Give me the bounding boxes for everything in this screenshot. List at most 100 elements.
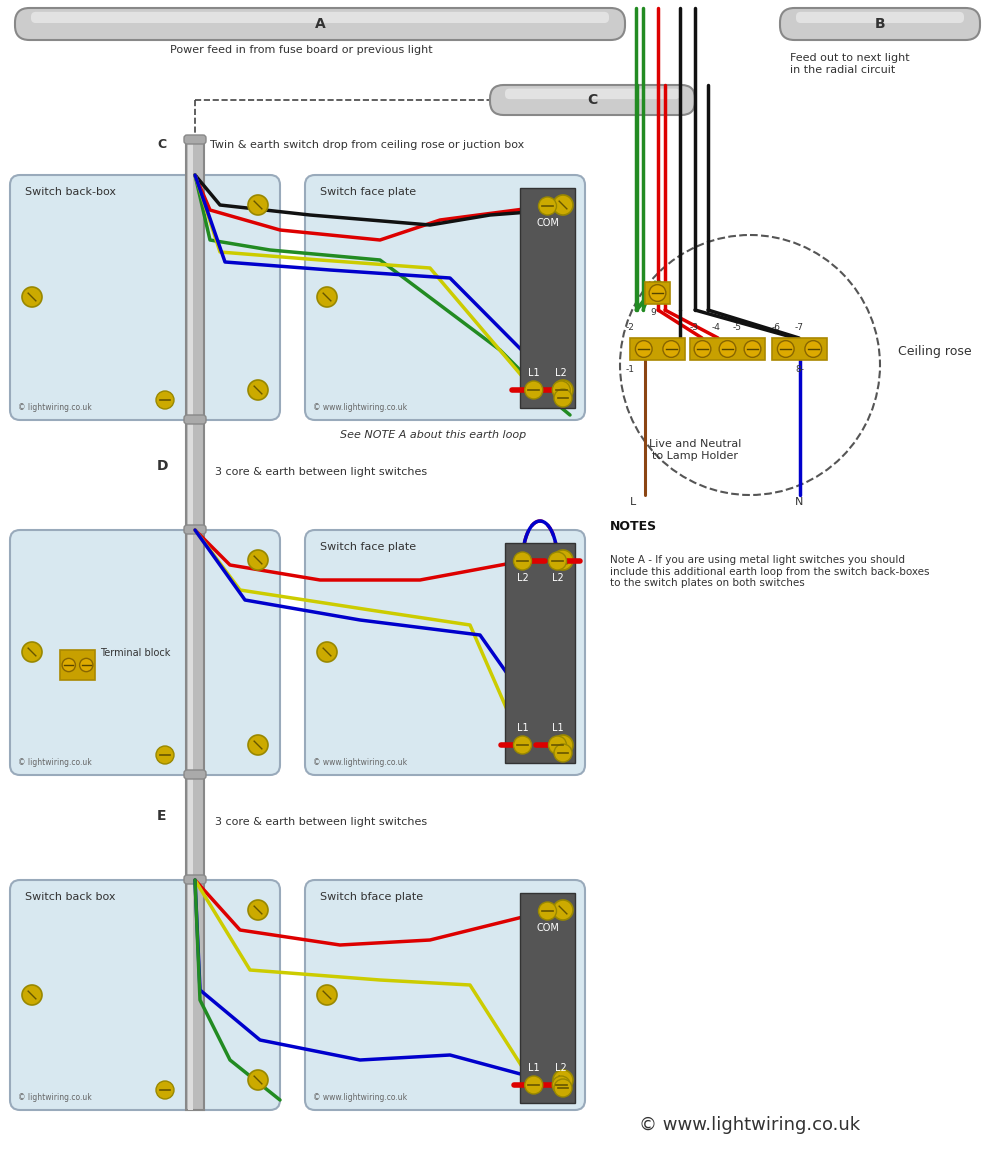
Text: © lightwiring.co.uk: © lightwiring.co.uk (18, 758, 92, 767)
Circle shape (548, 736, 566, 755)
Bar (505, 543, 575, 763)
Circle shape (22, 642, 42, 662)
Circle shape (80, 658, 93, 672)
Text: -1: -1 (626, 365, 635, 374)
Circle shape (248, 735, 268, 755)
Circle shape (663, 341, 680, 357)
Text: Switch face plate: Switch face plate (320, 187, 416, 197)
Circle shape (649, 285, 666, 302)
Bar (188, 775, 192, 880)
FancyBboxPatch shape (796, 12, 964, 23)
Circle shape (317, 287, 337, 306)
Text: COM: COM (536, 218, 559, 228)
Circle shape (156, 391, 174, 409)
FancyBboxPatch shape (780, 8, 980, 40)
Text: -4: -4 (712, 323, 721, 332)
Bar (186, 530, 204, 775)
FancyBboxPatch shape (184, 525, 206, 535)
Bar (186, 880, 204, 1111)
FancyBboxPatch shape (184, 770, 206, 779)
Circle shape (719, 341, 736, 357)
Circle shape (538, 902, 556, 920)
Text: -2: -2 (626, 323, 635, 332)
Text: Note A - If you are using metal light switches you should
include this additiona: Note A - If you are using metal light sw… (610, 555, 930, 589)
Text: L1: L1 (528, 367, 540, 378)
Circle shape (553, 735, 573, 755)
FancyBboxPatch shape (184, 135, 206, 144)
Text: Switch face plate: Switch face plate (320, 541, 416, 552)
Text: 3 core & earth between light switches: 3 core & earth between light switches (215, 817, 427, 827)
Circle shape (554, 744, 572, 761)
Text: NOTES: NOTES (610, 520, 657, 533)
Circle shape (525, 381, 543, 399)
Circle shape (553, 195, 573, 215)
Circle shape (156, 1081, 174, 1099)
Text: -3: -3 (690, 323, 699, 332)
Circle shape (62, 658, 75, 672)
Circle shape (248, 550, 268, 570)
Bar (772, 338, 827, 359)
Circle shape (744, 341, 761, 357)
Text: D: D (157, 458, 168, 473)
FancyBboxPatch shape (184, 876, 206, 884)
Text: Switch bface plate: Switch bface plate (320, 892, 423, 902)
Bar (188, 530, 192, 775)
Text: © www.lightwiring.co.uk: © www.lightwiring.co.uk (313, 403, 407, 412)
Text: Terminal block: Terminal block (100, 647, 170, 658)
Text: -5: -5 (733, 323, 742, 332)
Text: L1: L1 (528, 1063, 540, 1073)
FancyBboxPatch shape (305, 175, 585, 420)
Bar (520, 893, 575, 1102)
Text: © lightwiring.co.uk: © lightwiring.co.uk (18, 1093, 92, 1102)
FancyBboxPatch shape (10, 880, 280, 1111)
Bar (520, 188, 575, 408)
Circle shape (553, 1070, 573, 1090)
Circle shape (553, 380, 573, 400)
Text: L2: L2 (555, 1063, 567, 1073)
Circle shape (548, 552, 566, 570)
FancyBboxPatch shape (490, 85, 695, 115)
Text: A: A (315, 17, 325, 31)
Text: L2: L2 (555, 367, 567, 378)
Bar (188, 880, 192, 1111)
Text: © www.lightwiring.co.uk: © www.lightwiring.co.uk (639, 1116, 861, 1134)
FancyBboxPatch shape (10, 530, 280, 775)
Circle shape (553, 900, 573, 920)
Circle shape (22, 287, 42, 306)
Text: Power feed in from fuse board or previous light: Power feed in from fuse board or previou… (170, 45, 433, 55)
FancyBboxPatch shape (305, 530, 585, 775)
Text: N: N (795, 497, 803, 507)
Bar (645, 282, 670, 304)
Circle shape (554, 389, 572, 407)
Text: L2: L2 (552, 573, 563, 583)
Circle shape (777, 341, 794, 357)
Circle shape (635, 341, 652, 357)
Circle shape (554, 1079, 572, 1097)
FancyBboxPatch shape (10, 175, 280, 420)
Circle shape (552, 381, 570, 399)
Bar (630, 338, 685, 359)
Text: E: E (157, 809, 166, 823)
Text: Ceiling rose: Ceiling rose (898, 344, 972, 358)
Text: Switch back box: Switch back box (25, 892, 116, 902)
Text: -6: -6 (772, 323, 781, 332)
FancyBboxPatch shape (505, 89, 680, 99)
Text: L1: L1 (517, 723, 528, 733)
Circle shape (694, 341, 711, 357)
Circle shape (805, 341, 822, 357)
FancyBboxPatch shape (15, 8, 625, 40)
Text: © www.lightwiring.co.uk: © www.lightwiring.co.uk (313, 758, 407, 767)
Circle shape (248, 900, 268, 920)
Text: © lightwiring.co.uk: © lightwiring.co.uk (18, 403, 92, 412)
Text: Live and Neutral
to Lamp Holder: Live and Neutral to Lamp Holder (649, 439, 741, 461)
Circle shape (553, 550, 573, 570)
Text: 9: 9 (650, 308, 656, 317)
Circle shape (317, 642, 337, 662)
FancyBboxPatch shape (31, 12, 609, 23)
Text: Twin & earth switch drop from ceiling rose or juction box: Twin & earth switch drop from ceiling ro… (210, 141, 524, 150)
Circle shape (514, 736, 532, 755)
Text: See NOTE A about this earth loop: See NOTE A about this earth loop (340, 430, 526, 440)
Text: -7: -7 (795, 323, 804, 332)
Circle shape (317, 985, 337, 1005)
Circle shape (525, 1076, 543, 1094)
